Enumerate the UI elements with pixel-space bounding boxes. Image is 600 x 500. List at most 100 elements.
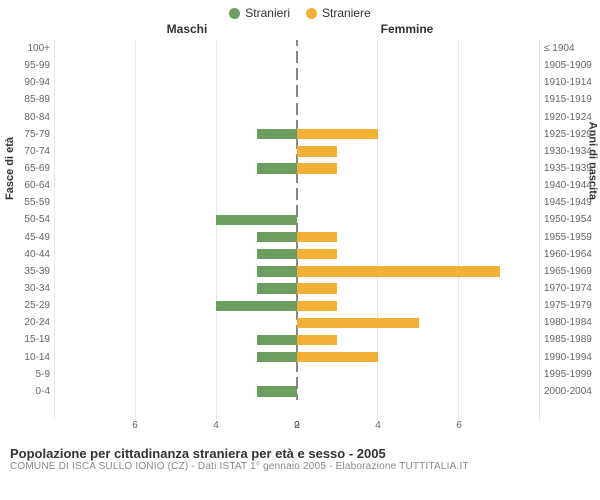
female-bar	[297, 318, 419, 328]
male-half	[54, 229, 298, 246]
female-bar	[297, 146, 337, 156]
female-half	[298, 383, 540, 400]
age-row: 80-841920-1924	[54, 109, 540, 126]
chart-side-titles: Maschi Femmine	[0, 22, 600, 40]
male-bar	[257, 335, 297, 345]
age-row: 45-491955-1959	[54, 229, 540, 246]
male-half	[54, 143, 298, 160]
female-half	[298, 211, 540, 228]
chart-area: 100+≤ 190495-991905-190990-941910-191485…	[54, 40, 540, 420]
age-label: 55-59	[10, 197, 50, 208]
female-half	[298, 109, 540, 126]
x-tick: 6	[419, 420, 500, 438]
age-label: 25-29	[10, 300, 50, 311]
male-bar	[257, 352, 297, 362]
male-half	[54, 91, 298, 108]
female-bar	[297, 232, 337, 242]
age-label: 65-69	[10, 163, 50, 174]
legend-label-female: Straniere	[322, 6, 371, 20]
male-half	[54, 297, 298, 314]
age-label: 100+	[10, 43, 50, 54]
female-bar	[297, 352, 378, 362]
age-label: 50-54	[10, 214, 50, 225]
birth-label: 1985-1989	[544, 334, 598, 345]
legend-item-female: Straniere	[306, 6, 371, 20]
female-bar	[297, 129, 378, 139]
male-bar	[257, 129, 297, 139]
age-row: 95-991905-1909	[54, 57, 540, 74]
age-label: 0-4	[10, 386, 50, 397]
birth-label: 1975-1979	[544, 300, 598, 311]
age-label: 10-14	[10, 352, 50, 363]
female-bar	[297, 266, 500, 276]
age-row: 85-891915-1919	[54, 91, 540, 108]
birth-label: 1950-1954	[544, 214, 598, 225]
female-half	[298, 331, 540, 348]
male-bar	[216, 215, 297, 225]
age-label: 15-19	[10, 334, 50, 345]
male-bar	[257, 232, 297, 242]
male-half	[54, 160, 298, 177]
male-half	[54, 280, 298, 297]
female-bar	[297, 301, 337, 311]
female-half	[298, 143, 540, 160]
age-row: 35-391965-1969	[54, 263, 540, 280]
male-half	[54, 40, 298, 57]
title-female: Femmine	[381, 22, 434, 36]
footer-subtitle: COMUNE DI ISCA SULLO IONIO (CZ) - Dati I…	[10, 461, 590, 472]
age-row: 75-791925-1929	[54, 126, 540, 143]
age-row: 10-141990-1994	[54, 349, 540, 366]
male-half	[54, 366, 298, 383]
age-row: 5-91995-1999	[54, 366, 540, 383]
title-male: Maschi	[167, 22, 208, 36]
birth-label: 1980-1984	[544, 317, 598, 328]
age-label: 80-84	[10, 112, 50, 123]
birth-label: 1910-1914	[544, 77, 598, 88]
age-row: 60-641940-1944	[54, 177, 540, 194]
age-row: 65-691935-1939	[54, 160, 540, 177]
age-row: 70-741930-1934	[54, 143, 540, 160]
female-half	[298, 91, 540, 108]
chart-rows: 100+≤ 190495-991905-190990-941910-191485…	[54, 40, 540, 400]
age-label: 5-9	[10, 369, 50, 380]
female-half	[298, 246, 540, 263]
age-label: 30-34	[10, 283, 50, 294]
male-bar	[257, 249, 297, 259]
male-half	[54, 57, 298, 74]
birth-label: 1990-1994	[544, 352, 598, 363]
age-row: 90-941910-1914	[54, 74, 540, 91]
female-half	[298, 229, 540, 246]
birth-label: 1955-1959	[544, 232, 598, 243]
birth-label: 1995-1999	[544, 369, 598, 380]
female-bar	[297, 283, 337, 293]
male-half	[54, 383, 298, 400]
birth-label: 1930-1934	[544, 146, 598, 157]
birth-label: 1960-1964	[544, 249, 598, 260]
x-tick: 2	[257, 420, 338, 438]
female-half	[298, 74, 540, 91]
birth-label: 1935-1939	[544, 163, 598, 174]
female-half	[298, 160, 540, 177]
male-bar	[257, 386, 297, 396]
x-tick: 4	[338, 420, 419, 438]
female-half	[298, 194, 540, 211]
age-row: 40-441960-1964	[54, 246, 540, 263]
age-row: 0-42000-2004	[54, 383, 540, 400]
male-half	[54, 349, 298, 366]
age-row: 20-241980-1984	[54, 314, 540, 331]
legend-label-male: Stranieri	[245, 6, 290, 20]
age-label: 40-44	[10, 249, 50, 260]
male-half	[54, 194, 298, 211]
female-half	[298, 177, 540, 194]
female-half	[298, 297, 540, 314]
male-half	[54, 109, 298, 126]
male-bar	[257, 266, 297, 276]
female-half	[298, 126, 540, 143]
male-half	[54, 331, 298, 348]
age-label: 70-74	[10, 146, 50, 157]
birth-label: 1965-1969	[544, 266, 598, 277]
birth-label: 1915-1919	[544, 94, 598, 105]
age-row: 50-541950-1954	[54, 211, 540, 228]
age-label: 90-94	[10, 77, 50, 88]
male-half	[54, 211, 298, 228]
